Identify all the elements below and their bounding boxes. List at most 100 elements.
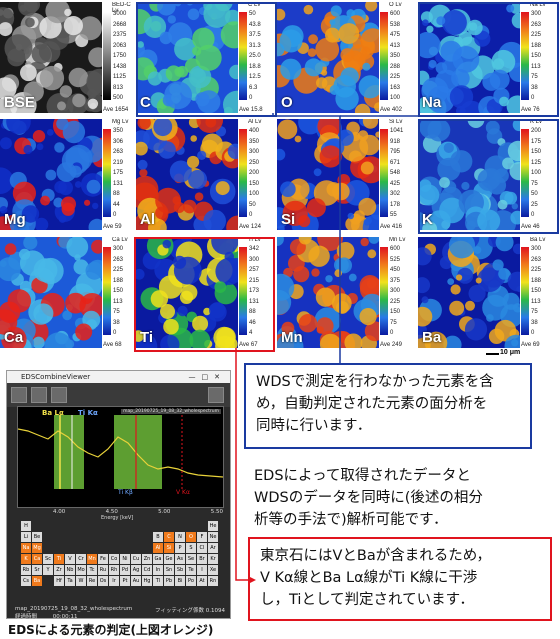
empty-cell [186, 521, 196, 531]
element-cell-ir[interactable]: Ir [109, 576, 119, 586]
element-cell-mn[interactable]: Mn [87, 554, 97, 564]
element-cell-ga[interactable]: Ga [153, 554, 163, 564]
element-cell-po[interactable]: Po [186, 576, 196, 586]
element-cell-w[interactable]: W [76, 576, 86, 586]
average-value: Ave 67 [239, 342, 258, 348]
element-cell-ti[interactable]: Ti [54, 554, 64, 564]
element-cell-f[interactable]: F [197, 532, 207, 542]
element-cell-ar[interactable]: Ar [208, 543, 218, 553]
element-cell-re[interactable]: Re [87, 576, 97, 586]
element-cell-kr[interactable]: Kr [208, 554, 218, 564]
element-cell-mg[interactable]: Mg [32, 543, 42, 553]
element-cell-fe[interactable]: Fe [98, 554, 108, 564]
element-cell-rh[interactable]: Rh [109, 565, 119, 575]
element-cell-n[interactable]: N [175, 532, 185, 542]
element-cell-as[interactable]: As [175, 554, 185, 564]
element-cell-os[interactable]: Os [98, 576, 108, 586]
element-cell-bi[interactable]: Bi [175, 576, 185, 586]
figure-caption: EDSによる元素の判定(上図オレンジ) [8, 623, 214, 637]
scale-tick: 300 [249, 149, 260, 155]
element-cell-p[interactable]: P [175, 543, 185, 553]
element-cell-cu[interactable]: Cu [131, 554, 141, 564]
element-cell-ba[interactable]: Ba [32, 576, 42, 586]
save-icon[interactable] [31, 387, 47, 403]
element-cell-na[interactable]: Na [21, 543, 31, 553]
average-value: Ave 1654 [103, 107, 129, 113]
element-cell-be[interactable]: Be [32, 532, 42, 542]
element-cell-v[interactable]: V [65, 554, 75, 564]
settings-icon[interactable] [208, 387, 224, 403]
element-cell-at[interactable]: At [197, 576, 207, 586]
element-cell-te[interactable]: Te [186, 565, 196, 575]
empty-cell [76, 532, 86, 542]
element-cell-rb[interactable]: Rb [21, 565, 31, 575]
x-axis-label: Energy [keV] [101, 515, 134, 521]
element-cell-c[interactable]: C [164, 532, 174, 542]
element-cell-si[interactable]: Si [164, 543, 174, 553]
element-cell-cl[interactable]: Cl [197, 543, 207, 553]
element-cell-ta[interactable]: Ta [65, 576, 75, 586]
element-cell-zn[interactable]: Zn [142, 554, 152, 564]
element-cell-i[interactable]: I [197, 565, 207, 575]
empty-cell [65, 543, 75, 553]
grid-icon[interactable] [51, 387, 67, 403]
element-cell-al[interactable]: Al [153, 543, 163, 553]
element-cell-zr[interactable]: Zr [54, 565, 64, 575]
element-cell-xe[interactable]: Xe [208, 565, 218, 575]
scale-tick: 175 [113, 170, 124, 176]
element-cell-ne[interactable]: Ne [208, 532, 218, 542]
color-scale-bar [521, 12, 529, 100]
element-cell-he[interactable]: He [208, 521, 218, 531]
element-cell-mo[interactable]: Mo [76, 565, 86, 575]
element-cell-s[interactable]: S [186, 543, 196, 553]
map-tile-bse: BSE BED-C Lv 3000 2668 2375 2063 1750 1438 1125 8… [0, 2, 137, 113]
scale-tick: 55 [390, 212, 397, 218]
element-cell-sn[interactable]: Sn [164, 565, 174, 575]
element-cell-ni[interactable]: Ni [120, 554, 130, 564]
element-cell-o[interactable]: O [186, 532, 196, 542]
scale-tick: 200 [249, 170, 260, 176]
element-cell-tc[interactable]: Tc [87, 565, 97, 575]
element-cell-y[interactable]: Y [43, 565, 53, 575]
element-label: Al [140, 211, 155, 228]
element-cell-ge[interactable]: Ge [164, 554, 174, 564]
element-cell-rn[interactable]: Rn [208, 576, 218, 586]
highlight-frame-ti [134, 237, 275, 352]
element-cell-cs[interactable]: Cs [21, 576, 31, 586]
element-cell-pt[interactable]: Pt [120, 576, 130, 586]
open-icon[interactable] [11, 387, 27, 403]
element-cell-tl[interactable]: Tl [153, 576, 163, 586]
element-cell-cr[interactable]: Cr [76, 554, 86, 564]
window-controls[interactable]: —□✕ [188, 373, 226, 381]
element-cell-cd[interactable]: Cd [142, 565, 152, 575]
element-cell-co[interactable]: Co [109, 554, 119, 564]
element-cell-h[interactable]: H [21, 521, 31, 531]
element-cell-sc[interactable]: Sc [43, 554, 53, 564]
element-cell-pb[interactable]: Pb [164, 576, 174, 586]
element-cell-ca[interactable]: Ca [32, 554, 42, 564]
scale-tick: 795 [390, 149, 401, 155]
empty-cell [43, 532, 53, 542]
element-cell-hg[interactable]: Hg [142, 576, 152, 586]
scale-tick: 215 [249, 277, 260, 284]
element-cell-ru[interactable]: Ru [98, 565, 108, 575]
element-cell-pd[interactable]: Pd [120, 565, 130, 575]
spectrum-plot[interactable]: Ba Lα Ti Kα Ti Kβ V Kα map_20190725_19_0… [17, 406, 224, 508]
element-cell-br[interactable]: Br [197, 554, 207, 564]
element-cell-b[interactable]: B [153, 532, 163, 542]
element-cell-sb[interactable]: Sb [175, 565, 185, 575]
element-cell-hf[interactable]: Hf [54, 576, 64, 586]
element-cell-sr[interactable]: Sr [32, 565, 42, 575]
periodic-row: Li Be B C N O F Ne [21, 532, 221, 542]
element-cell-ag[interactable]: Ag [131, 565, 141, 575]
element-cell-au[interactable]: Au [131, 576, 141, 586]
element-cell-li[interactable]: Li [21, 532, 31, 542]
element-cell-k[interactable]: K [21, 554, 31, 564]
empty-cell [197, 521, 207, 531]
element-cell-se[interactable]: Se [186, 554, 196, 564]
empty-cell [142, 543, 152, 553]
element-map-image [0, 2, 102, 113]
element-label: K [422, 211, 433, 228]
element-cell-in[interactable]: In [153, 565, 163, 575]
element-cell-nb[interactable]: Nb [65, 565, 75, 575]
